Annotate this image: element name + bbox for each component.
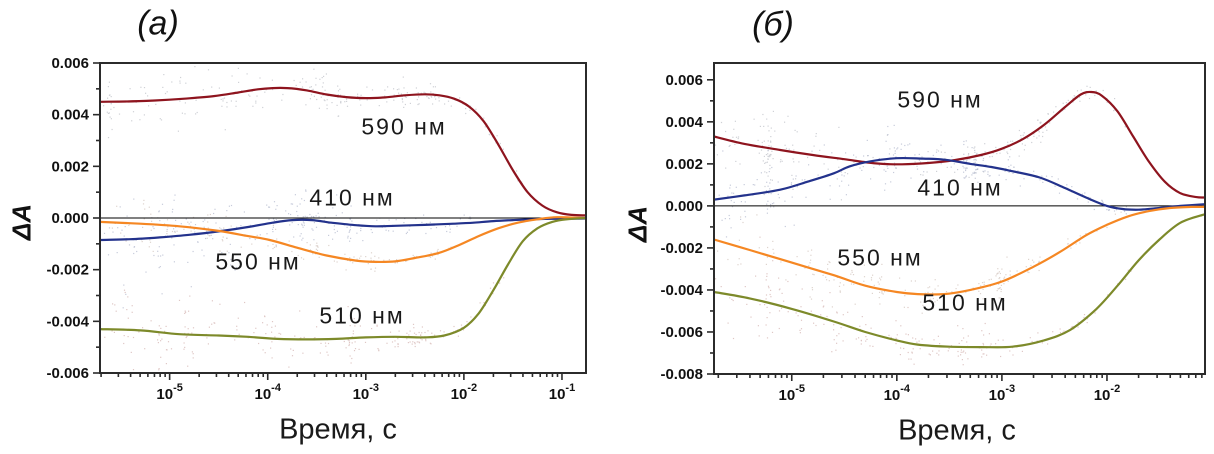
curve-510-нм [714, 213, 1205, 349]
curve-590-нм [100, 86, 586, 217]
panel-a: 0.006 0.004 0.002 0.000 -0.002 -0.004 -0.006 10… [6, 4, 587, 446]
series-label-590-нм: 590 нм [897, 86, 983, 113]
noise-dots-590-нм [103, 66, 523, 185]
y-tick-label: -0.004 [660, 282, 703, 299]
x-tick-label: 10-5 [156, 382, 182, 403]
x-tick-label: 10-3 [353, 382, 379, 403]
curve-550-нм [714, 205, 1205, 296]
series-label-550-нм: 550 нм [837, 244, 923, 271]
noise-dots-590-нм [714, 85, 1126, 201]
series-label-410-нм: 410 нм [917, 174, 1003, 201]
y-tick-label: -0.006 [660, 324, 703, 341]
series-label-550-нм: 550 нм [215, 248, 301, 275]
curve-410-нм [714, 156, 1205, 211]
panel-b-title: (б) [752, 5, 794, 44]
series-label-510-нм: 510 нм [922, 289, 1008, 316]
panel-a-y-axis-title: ΔA [6, 203, 37, 241]
y-tick-label: -0.006 [46, 365, 89, 382]
x-tick-label: 10-3 [989, 383, 1015, 404]
panel-a-plot: 0.006 0.004 0.002 0.000 -0.002 -0.004 -0.006 10… [46, 55, 587, 403]
panel-b-plot: 0.006 0.004 0.002 0.000 -0.002 -0.004 -0.006 -0… [660, 62, 1206, 404]
panel-b: 0.006 0.004 0.002 0.000 -0.002 -0.004 -0.006 -0… [607, 0, 1214, 454]
tick-marks [93, 62, 563, 380]
panel-b-x-axis-title: Время, с [898, 414, 1016, 447]
x-tick-label: 10-5 [779, 383, 805, 404]
noise-dots-510-нм [104, 257, 513, 373]
x-tick-label: 10-4 [254, 382, 281, 403]
curve-590-нм [714, 90, 1205, 199]
y-tick-label: 0.006 [665, 72, 703, 89]
y-tick-label: -0.002 [46, 262, 89, 279]
x-tick-label: 10-1 [549, 382, 575, 403]
y-tick-label: -0.008 [660, 366, 703, 383]
x-tick-label: 10-4 [884, 383, 911, 404]
y-tick-label: 0.002 [665, 156, 703, 173]
plot-area [714, 85, 1205, 366]
curve-510-нм [100, 216, 586, 341]
noise-dots-410-нм [103, 189, 475, 309]
series-label-410-нм: 410 нм [309, 184, 395, 211]
y-tick-label: 0.004 [51, 107, 89, 124]
x-tick-label: 10-2 [1094, 383, 1120, 404]
y-tick-label: 0.000 [51, 210, 89, 227]
y-tick-label: 0.004 [665, 114, 703, 131]
tick-marks [707, 79, 1203, 381]
y-tick-label: 0.002 [51, 158, 89, 175]
panel-b-y-axis-title: ΔA [622, 205, 653, 243]
panel-a-title: (a) [137, 4, 179, 43]
y-tick-label: 0.000 [665, 198, 703, 215]
noise-dots-550-нм [714, 211, 1122, 314]
series-label-590-нм: 590 нм [361, 113, 447, 140]
series-label-510-нм: 510 нм [319, 302, 405, 329]
curve-410-нм [100, 217, 586, 242]
curve-550-нм [100, 216, 586, 264]
plot-area [100, 66, 586, 373]
x-tick-label: 10-2 [451, 382, 477, 403]
panel-a-x-axis-title: Время, с [279, 413, 397, 446]
y-tick-label: 0.006 [51, 55, 89, 72]
y-tick-label: -0.004 [46, 313, 89, 330]
y-tick-label: -0.002 [660, 240, 703, 257]
